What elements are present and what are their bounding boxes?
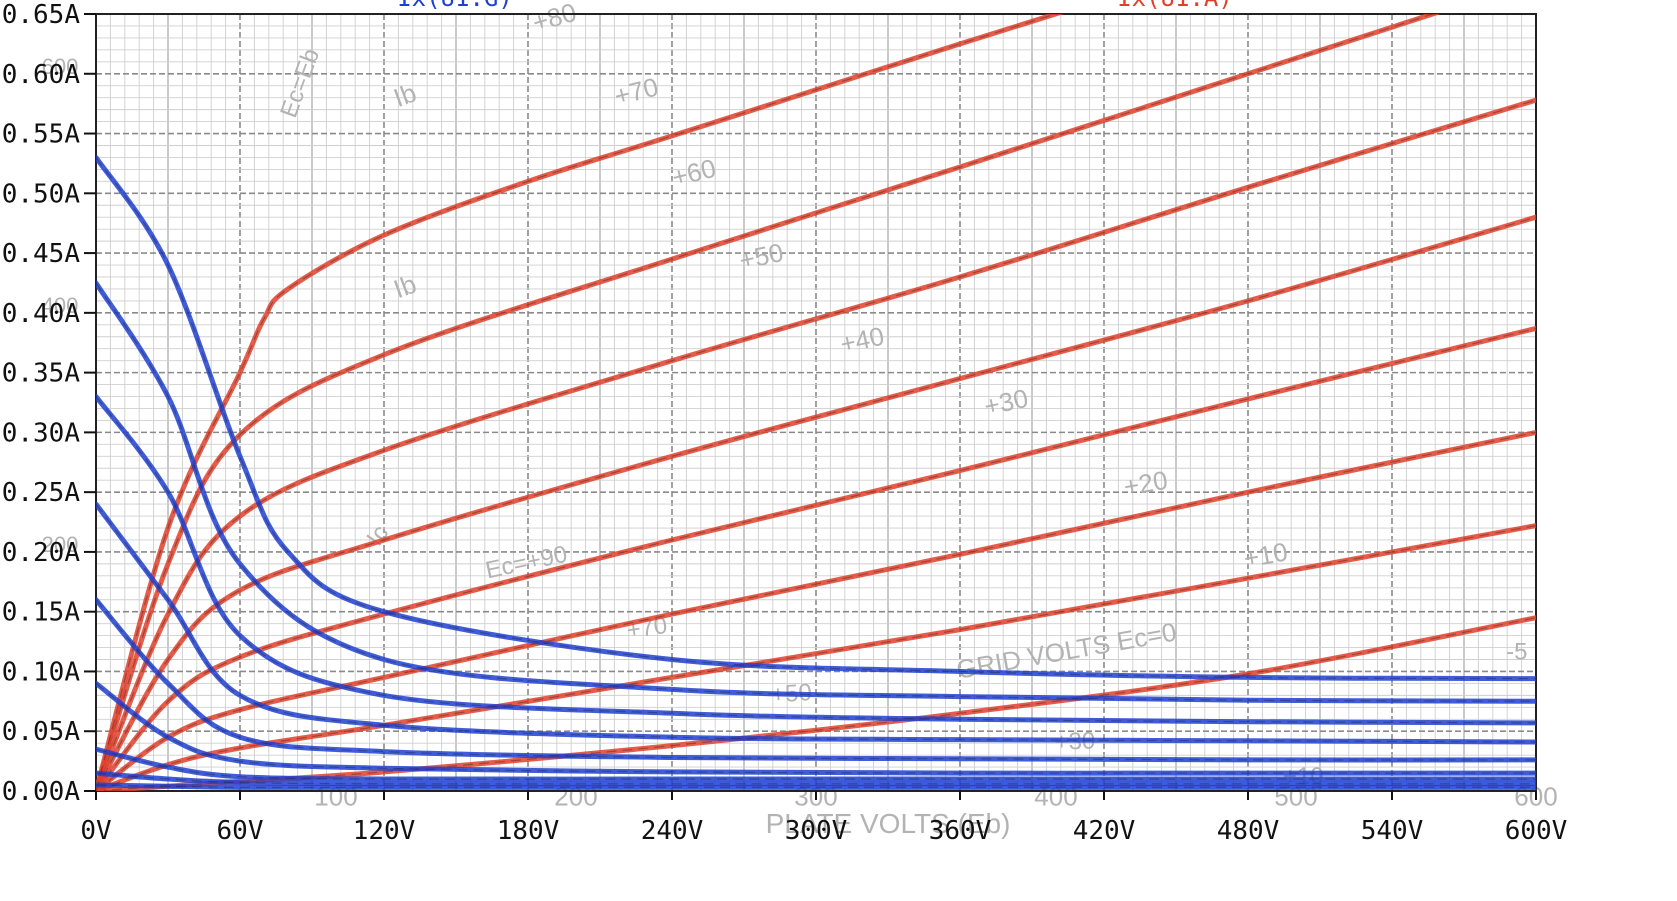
background-label: PLATE VOLTS (Eb) bbox=[766, 808, 1011, 839]
series-curve-glow bbox=[96, 523, 1536, 791]
y-tick-label: 0.10A bbox=[2, 657, 81, 687]
background-label: 400 bbox=[42, 293, 79, 318]
series-curve-dash bbox=[96, 525, 1536, 791]
series-clip-group bbox=[96, 14, 1536, 791]
y-tick-label: 0.45A bbox=[2, 239, 81, 269]
x-tick-label: 300V bbox=[785, 816, 848, 846]
axis-layer: 0V 60V 120V 180V 240V 300V 360V 420V 480V 540V 600… bbox=[2, 0, 1568, 846]
series-plate-current bbox=[96, 14, 1536, 791]
series-curve-dash bbox=[96, 748, 1536, 780]
x-tick-label: 540V bbox=[1361, 816, 1424, 846]
x-tick-label: 60V bbox=[217, 816, 264, 846]
series-curve-glow bbox=[96, 429, 1536, 791]
series-curve-glow bbox=[96, 280, 1536, 704]
series-curve-dash bbox=[96, 327, 1536, 791]
x-tick-label: 600V bbox=[1505, 816, 1568, 846]
legend-item-label: Ix(U1:G) bbox=[397, 0, 513, 12]
series-curve-dash bbox=[96, 503, 1536, 743]
series-curve-glow bbox=[96, 325, 1536, 791]
y-tick-label: 0.00A bbox=[2, 777, 81, 807]
x-tick-label: 420V bbox=[1073, 816, 1136, 846]
y-tick-label: 0.55A bbox=[2, 120, 81, 150]
series-curve-dash bbox=[96, 784, 1536, 789]
series-curve-glow bbox=[96, 154, 1536, 682]
x-tick-label: 0V bbox=[80, 816, 111, 846]
series-curve-dash bbox=[96, 772, 1536, 785]
y-tick-label: 0.35A bbox=[2, 359, 81, 389]
legend-item-label: Ix(U1:A) bbox=[1117, 0, 1233, 12]
series-curve-dash bbox=[96, 431, 1536, 791]
series-curve-dash bbox=[96, 216, 1536, 791]
y-tick-label: 0.20A bbox=[2, 538, 81, 568]
background-label: -5 bbox=[1506, 639, 1527, 666]
series-curve-glow bbox=[96, 501, 1536, 745]
y-tick-label: 0.05A bbox=[2, 717, 81, 747]
y-tick-label: 0.25A bbox=[2, 478, 81, 508]
series-curve-glow bbox=[96, 746, 1536, 782]
series-curve-glow bbox=[96, 782, 1536, 790]
series-curve-glow bbox=[96, 597, 1536, 763]
series-curve-glow bbox=[96, 770, 1536, 787]
series-curve-dash bbox=[96, 682, 1536, 774]
series-curve-dash bbox=[96, 157, 1536, 680]
series-curve-glow bbox=[96, 14, 1441, 791]
x-tick-label: 180V bbox=[497, 816, 560, 846]
y-tick-label: 0.15A bbox=[2, 598, 81, 628]
series-curve-glow bbox=[96, 14, 1064, 791]
y-tick-label: 0.50A bbox=[2, 179, 81, 209]
series-curve-dash bbox=[96, 14, 1058, 791]
x-tick-label: 240V bbox=[641, 816, 704, 846]
series-curve-dash bbox=[96, 282, 1536, 702]
x-tick-label: 360V bbox=[929, 816, 992, 846]
series-curve-dash bbox=[96, 14, 1435, 791]
series-curve-glow bbox=[96, 394, 1536, 726]
background-label: 200 bbox=[42, 532, 79, 557]
series-layer bbox=[96, 14, 1536, 791]
legend: Ix(U1:G) Ix(U1:A) bbox=[397, 0, 1233, 12]
series-curve-glow bbox=[96, 97, 1536, 791]
x-tick-label: 480V bbox=[1217, 816, 1280, 846]
series-curve-glow bbox=[96, 680, 1536, 776]
y-tick-label: 0.65A bbox=[2, 0, 81, 30]
series-curve-glow bbox=[96, 214, 1536, 791]
background-label: 600 bbox=[42, 54, 79, 79]
series-grid-current bbox=[96, 154, 1536, 790]
y-tick-label: 0.30A bbox=[2, 418, 81, 448]
series-curve-dash bbox=[96, 396, 1536, 724]
x-tick-label: 120V bbox=[353, 816, 416, 846]
y-tick-label: 0.60A bbox=[2, 60, 81, 90]
y-tick-label: 0.40A bbox=[2, 299, 81, 329]
